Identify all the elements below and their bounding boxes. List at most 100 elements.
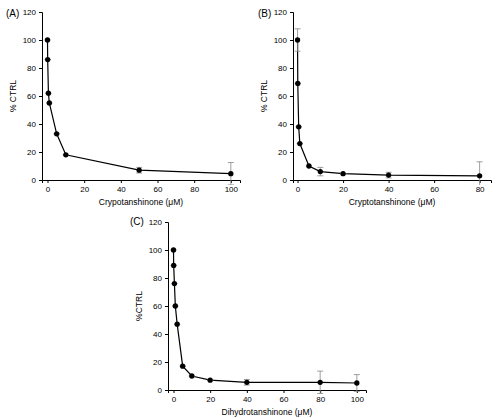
data-point bbox=[46, 91, 51, 96]
y-tick-label: 120 bbox=[274, 8, 288, 17]
x-tick-mark bbox=[84, 180, 85, 183]
y-tick-label: 40 bbox=[27, 120, 36, 129]
error-bar bbox=[244, 380, 250, 386]
y-tick-mark bbox=[39, 96, 42, 97]
x-tick: 60 bbox=[430, 180, 439, 194]
x-tick-mark bbox=[298, 180, 299, 183]
y-tick-mark bbox=[39, 180, 42, 181]
y-tick-label: 80 bbox=[27, 64, 36, 73]
y-tick: 80 bbox=[278, 64, 293, 73]
x-tick: 40 bbox=[243, 390, 252, 404]
data-point bbox=[318, 380, 323, 385]
y-axis: 020406080100120 bbox=[149, 218, 169, 395]
y-axis-line bbox=[165, 223, 169, 391]
x-tick-label: 40 bbox=[117, 185, 126, 194]
x-tick-label: 80 bbox=[190, 185, 199, 194]
y-tick: 100 bbox=[274, 36, 293, 45]
y-tick-mark bbox=[290, 152, 293, 153]
y-axis-title: % CTRL bbox=[259, 80, 269, 112]
error-bar-cap bbox=[354, 391, 360, 392]
x-tick: 80 bbox=[476, 180, 485, 194]
data-point bbox=[63, 152, 68, 157]
data-point bbox=[54, 131, 59, 136]
error-bar bbox=[386, 172, 392, 178]
y-tick-mark bbox=[165, 390, 168, 391]
y-tick-label: 100 bbox=[149, 246, 163, 255]
x-tick-mark bbox=[174, 390, 175, 393]
y-tick-mark bbox=[290, 40, 293, 41]
y-tick-mark bbox=[39, 12, 42, 13]
x-axis-line bbox=[169, 391, 367, 394]
y-tick: 60 bbox=[278, 92, 293, 101]
x-tick: 20 bbox=[80, 180, 89, 194]
data-point bbox=[171, 263, 176, 268]
plot-data bbox=[171, 247, 360, 393]
x-tick-label: 80 bbox=[476, 185, 485, 194]
x-axis-line bbox=[43, 181, 241, 184]
y-axis-title: %CTRL bbox=[134, 291, 144, 321]
data-point bbox=[477, 173, 482, 178]
panel-label: (C) bbox=[130, 216, 144, 227]
plot-data bbox=[45, 37, 234, 185]
y-axis-line bbox=[39, 13, 43, 181]
x-tick-label: 80 bbox=[316, 395, 325, 404]
plot-data bbox=[295, 29, 483, 185]
y-tick-mark bbox=[39, 40, 42, 41]
error-bar-cap bbox=[317, 175, 323, 176]
data-point bbox=[137, 168, 142, 173]
y-tick-label: 100 bbox=[23, 36, 37, 45]
data-point bbox=[175, 322, 180, 327]
error-bar-cap bbox=[477, 161, 483, 162]
y-axis: 020406080100120 bbox=[23, 8, 43, 185]
x-tick: 80 bbox=[316, 390, 325, 404]
y-tick-mark bbox=[165, 222, 168, 223]
x-tick-mark bbox=[284, 390, 285, 393]
y-tick: 40 bbox=[27, 120, 42, 129]
x-axis-title: Crypotanshinone (μM) bbox=[99, 197, 183, 207]
data-point bbox=[173, 303, 178, 308]
data-point bbox=[354, 380, 359, 385]
error-bar bbox=[228, 163, 234, 185]
x-tick-mark bbox=[434, 180, 435, 183]
panel-label: (A) bbox=[6, 8, 19, 19]
y-tick-label: 0 bbox=[283, 176, 288, 185]
x-tick-label: 60 bbox=[430, 185, 439, 194]
x-tick: 0 bbox=[46, 180, 51, 194]
y-tick-label: 20 bbox=[27, 148, 36, 157]
error-bar-cap bbox=[228, 162, 234, 163]
x-tick: 100 bbox=[225, 180, 239, 194]
data-line bbox=[174, 250, 357, 383]
y-tick-label: 40 bbox=[278, 120, 287, 129]
data-point bbox=[296, 124, 301, 129]
y-axis: 020406080100120 bbox=[274, 8, 294, 185]
y-tick-mark bbox=[290, 124, 293, 125]
x-tick-label: 100 bbox=[351, 395, 365, 404]
x-tick-label: 20 bbox=[339, 185, 348, 194]
y-tick-mark bbox=[290, 180, 293, 181]
x-tick: 100 bbox=[351, 390, 365, 404]
x-axis-line bbox=[294, 181, 492, 184]
x-tick: 0 bbox=[172, 390, 177, 404]
x-tick-label: 20 bbox=[206, 395, 215, 404]
y-tick-mark bbox=[290, 12, 293, 13]
data-point bbox=[228, 171, 233, 176]
data-point bbox=[47, 100, 52, 105]
x-tick-label: 0 bbox=[172, 395, 177, 404]
data-line bbox=[48, 40, 231, 174]
y-tick-label: 40 bbox=[153, 330, 162, 339]
x-tick: 40 bbox=[117, 180, 126, 194]
y-tick-label: 60 bbox=[153, 302, 162, 311]
x-tick-label: 0 bbox=[46, 185, 51, 194]
data-point bbox=[295, 37, 300, 42]
x-tick-label: 0 bbox=[296, 185, 301, 194]
data-point bbox=[45, 37, 50, 42]
y-tick: 100 bbox=[23, 36, 42, 45]
error-bar-cap bbox=[317, 167, 323, 168]
y-tick-label: 80 bbox=[278, 64, 287, 73]
x-tick: 80 bbox=[190, 180, 199, 194]
error-bar bbox=[317, 371, 323, 393]
y-tick-mark bbox=[165, 334, 168, 335]
x-tick-label: 40 bbox=[243, 395, 252, 404]
y-tick-mark bbox=[165, 250, 168, 251]
y-tick: 20 bbox=[153, 358, 168, 367]
